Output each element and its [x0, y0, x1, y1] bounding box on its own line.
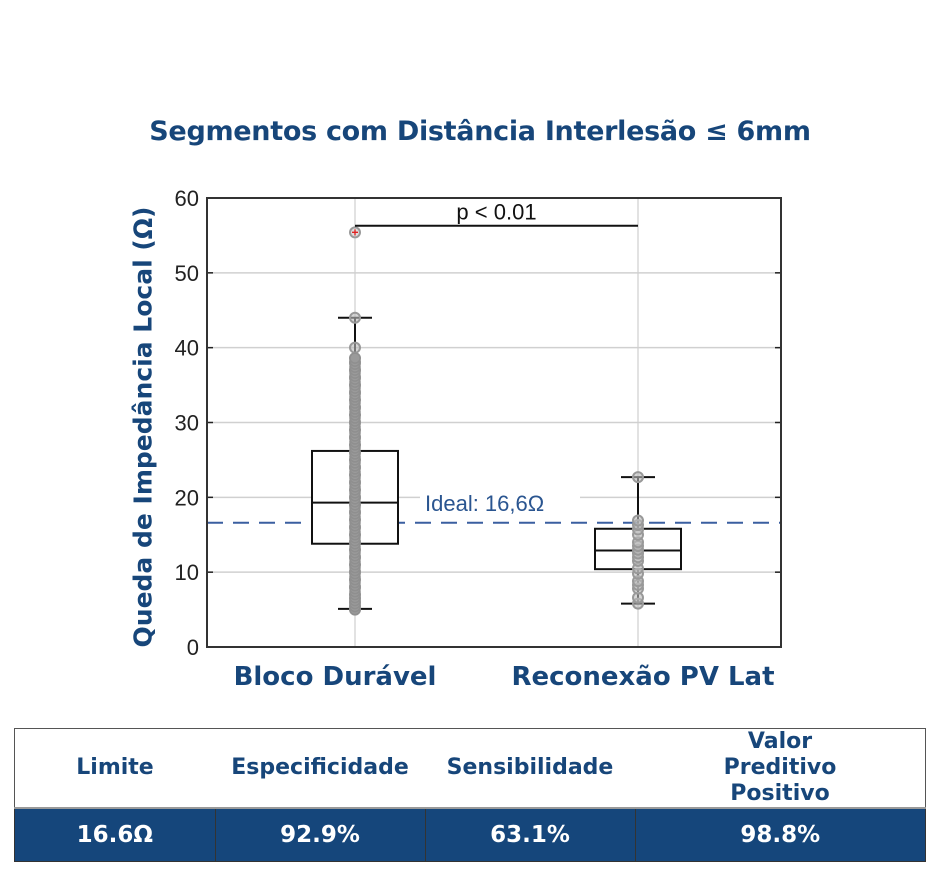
x-label-reconexao: Reconexão PV Lat	[511, 662, 775, 692]
y-tick-label: 40	[175, 336, 199, 361]
data-point	[349, 352, 361, 364]
header-sensibilidade: Sensibilidade	[425, 728, 635, 809]
box-plot: 0 10 20 30 40 50 60 Ideal: 16,6Ω + p < 0.01	[175, 186, 782, 660]
value-especificidade: 92.9%	[214, 807, 426, 862]
y-tick-label: 30	[175, 411, 199, 436]
y-tick-label: 10	[175, 560, 199, 585]
y-tick-label: 20	[175, 485, 199, 510]
y-tick-label: 0	[187, 635, 199, 660]
value-sensibilidade: 63.1%	[424, 807, 636, 862]
data-point	[349, 341, 361, 354]
header-especificidade: Especificidade	[215, 728, 425, 809]
reference-label-bg	[420, 485, 580, 514]
y-tick-label: 50	[175, 261, 199, 286]
plot-frame	[206, 197, 782, 648]
header-vpp: Valor Preditivo Positivo	[635, 728, 926, 809]
chart-title: Segmentos com Distância Interlesão ≤ 6mm	[149, 116, 811, 147]
reference-label: Ideal: 16,6Ω	[425, 491, 544, 516]
value-limite: 16.6Ω	[14, 807, 216, 862]
outlier-point	[349, 226, 361, 239]
y-tick-label: 60	[175, 186, 199, 211]
y-axis-label: Queda de Impedância Local (Ω)	[128, 206, 158, 648]
data-point	[632, 514, 644, 527]
table-header-row: Limite Especificidade Sensibilidade Valo…	[14, 728, 926, 809]
data-point	[632, 471, 644, 484]
data-point	[349, 311, 361, 324]
metrics-table: Limite Especificidade Sensibilidade Valo…	[14, 728, 926, 862]
outlier-marker: +	[351, 225, 358, 239]
value-vpp: 98.8%	[634, 807, 926, 862]
x-label-bloco-duravel: Bloco Durável	[233, 662, 437, 692]
table-row: 16.6Ω 92.9% 63.1% 98.8%	[14, 807, 926, 862]
header-limite: Limite	[14, 728, 215, 809]
p-value-label: p < 0.01	[456, 200, 536, 225]
